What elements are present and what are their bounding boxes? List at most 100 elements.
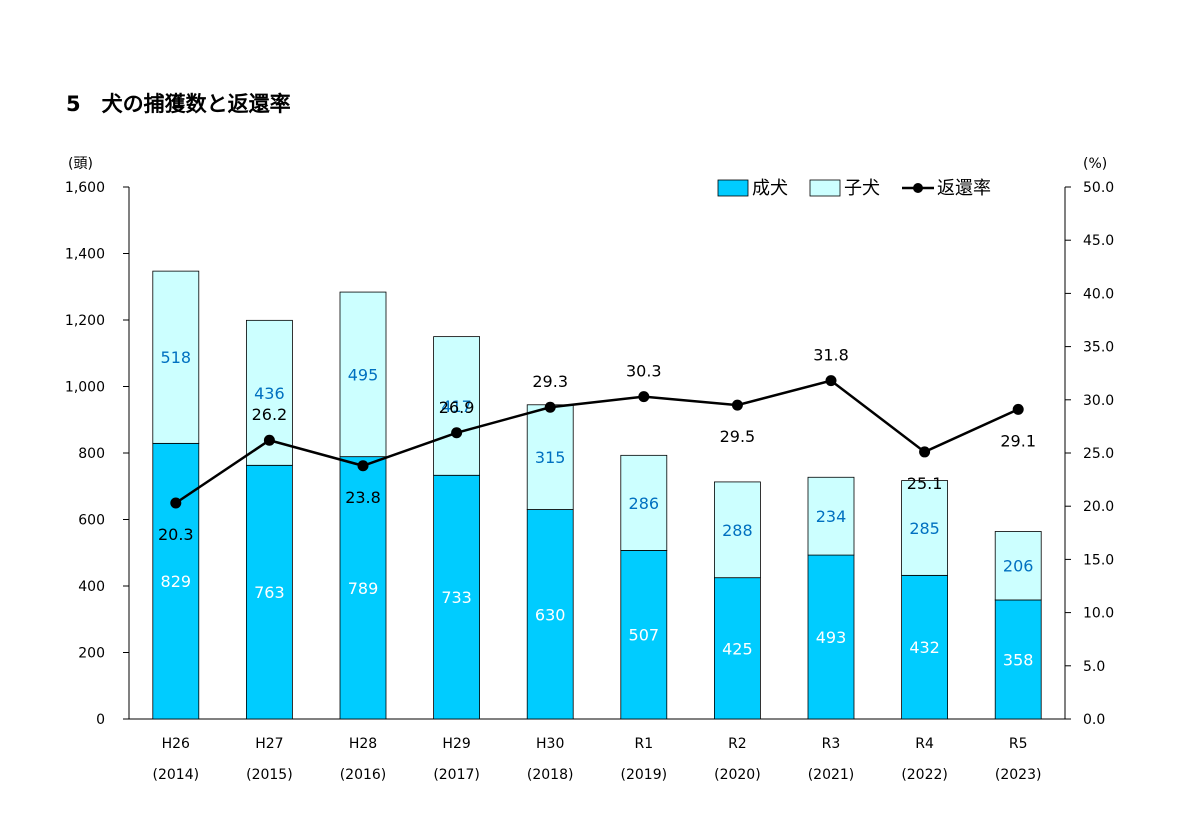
rate-point [544, 401, 556, 413]
bar-label-adult: 358 [1003, 650, 1034, 669]
y-left-tick-label: 1,000 [65, 380, 105, 396]
legend-label-adult: 成犬 [752, 178, 788, 199]
y-right-tick-label: 50.0 [1083, 180, 1114, 196]
y-left-tick-label: 0 [96, 712, 105, 728]
x-tick-year: (2019) [621, 767, 668, 783]
bar-label-adult: 493 [816, 628, 847, 647]
bar-label-adult: 733 [441, 588, 472, 607]
rate-point [170, 497, 182, 509]
bar-puppy [620, 454, 668, 551]
x-tick-year: (2015) [246, 767, 293, 783]
bar-label-puppy: 417 [441, 397, 472, 416]
bar-label-puppy: 436 [254, 384, 285, 403]
x-tick-label: R2 [728, 736, 747, 752]
y-left-tick-label: 200 [78, 646, 105, 662]
y-right-tick-label: 30.0 [1083, 393, 1114, 409]
y-right-tick-label: 15.0 [1083, 552, 1114, 568]
bar-puppy [714, 481, 761, 579]
x-tick-year: (2022) [901, 767, 948, 783]
rate-point [1012, 403, 1024, 415]
y-left-tick-label: 1,200 [65, 313, 105, 329]
bar-label-adult: 432 [909, 638, 940, 657]
y-right-ticks: 0.0 5.0 10.0 15.0 20.0 25.0 30.0 35.0 40.0 45.0 50… [1065, 180, 1114, 728]
bar-adult [901, 574, 948, 720]
bar-label-adult: 763 [254, 583, 285, 602]
x-tick-label: R3 [822, 736, 841, 752]
rate-label: 23.8 [345, 488, 381, 507]
rate-point [638, 391, 650, 403]
bar-puppy [994, 531, 1042, 601]
rate-line: 20.3 26.2 23.8 26.9 29.3 30.3 29.5 31.8 25.1 29.1 [158, 346, 1036, 544]
x-tick-year: (2018) [527, 767, 574, 783]
x-tick-year: (2023) [995, 767, 1042, 783]
y-left-tick-label: 400 [78, 579, 105, 595]
bar-label-adult: 789 [348, 579, 379, 598]
x-tick-label: H29 [442, 736, 470, 752]
rate-label: 20.3 [158, 525, 194, 544]
bar-label-puppy: 234 [816, 507, 847, 526]
x-axis-labels: H26 (2014) H27 (2015) H28 (2016) H29 (2017) H30 (… [153, 736, 1042, 783]
rate-point [357, 460, 369, 472]
bar-label-puppy: 285 [909, 519, 940, 538]
rate-label: 30.3 [626, 362, 662, 381]
bar-adult [339, 456, 387, 720]
rate-label: 26.2 [252, 405, 288, 424]
y-right-tick-label: 5.0 [1083, 659, 1105, 675]
x-tick-year: (2014) [153, 767, 200, 783]
rate-label: 25.1 [907, 474, 943, 493]
x-tick-year: (2020) [714, 767, 761, 783]
rate-label: 29.3 [532, 372, 568, 391]
bar-labels: 829 518 763 436 789 495 733 417 630 315 507 286 425 2… [161, 348, 1034, 669]
x-tick-label: R1 [634, 736, 653, 752]
bar-puppy [526, 404, 574, 510]
y-left-tick-label: 800 [78, 446, 105, 462]
rate-point [825, 375, 837, 387]
y-right-tick-label: 10.0 [1083, 606, 1114, 622]
legend-label-puppy: 子犬 [844, 178, 880, 199]
rate-label: 29.5 [720, 427, 756, 446]
rate-label: 29.1 [1000, 431, 1036, 450]
y-left-ticks: 0 200 400 600 800 1,000 1,200 1,400 1,600 [65, 180, 129, 728]
y-right-tick-label: 0.0 [1083, 712, 1105, 728]
bar-adult [245, 464, 293, 720]
bar-label-puppy: 518 [161, 348, 192, 367]
bar-label-puppy: 315 [535, 448, 566, 467]
rate-label: 26.9 [439, 398, 475, 417]
y-left-tick-label: 1,600 [65, 180, 105, 196]
x-tick-year: (2021) [808, 767, 855, 783]
x-tick-year: (2016) [340, 767, 387, 783]
legend: 成犬 子犬 返還率 [717, 178, 991, 199]
bar-label-adult: 829 [161, 572, 192, 591]
bar-adult [152, 442, 200, 720]
rate-label: 31.8 [813, 346, 849, 365]
y-right-tick-label: 40.0 [1083, 286, 1114, 302]
bar-label-puppy: 495 [348, 365, 379, 384]
legend-marker-rate [913, 183, 923, 193]
bar-puppy [339, 291, 387, 458]
x-tick-label: H26 [162, 736, 190, 752]
bar-adult [994, 599, 1042, 720]
rate-point [731, 399, 743, 411]
rate-series-line [175, 379, 1019, 505]
bar-adult [526, 509, 574, 720]
y-right-unit: (%) [1083, 156, 1107, 172]
bar-puppy [901, 480, 948, 576]
rate-point [919, 446, 931, 458]
x-tick-label: H30 [536, 736, 564, 752]
y-left-tick-label: 600 [78, 513, 105, 529]
rate-point [263, 434, 275, 446]
x-tick-label: H27 [255, 736, 283, 752]
bar-label-puppy: 286 [629, 494, 660, 513]
chart-title: 5 犬の捕獲数と返還率 [66, 92, 291, 116]
bars [152, 270, 1042, 720]
y-right-tick-label: 25.0 [1083, 446, 1114, 462]
bar-label-adult: 507 [629, 626, 660, 645]
legend-swatch-puppy [809, 179, 841, 197]
legend-swatch-adult [717, 179, 749, 197]
y-left-unit: (頭) [68, 156, 93, 172]
x-tick-label: H28 [349, 736, 377, 752]
x-tick-year: (2017) [433, 767, 480, 783]
y-right-tick-label: 45.0 [1083, 233, 1114, 249]
legend-label-rate: 返還率 [937, 178, 991, 199]
